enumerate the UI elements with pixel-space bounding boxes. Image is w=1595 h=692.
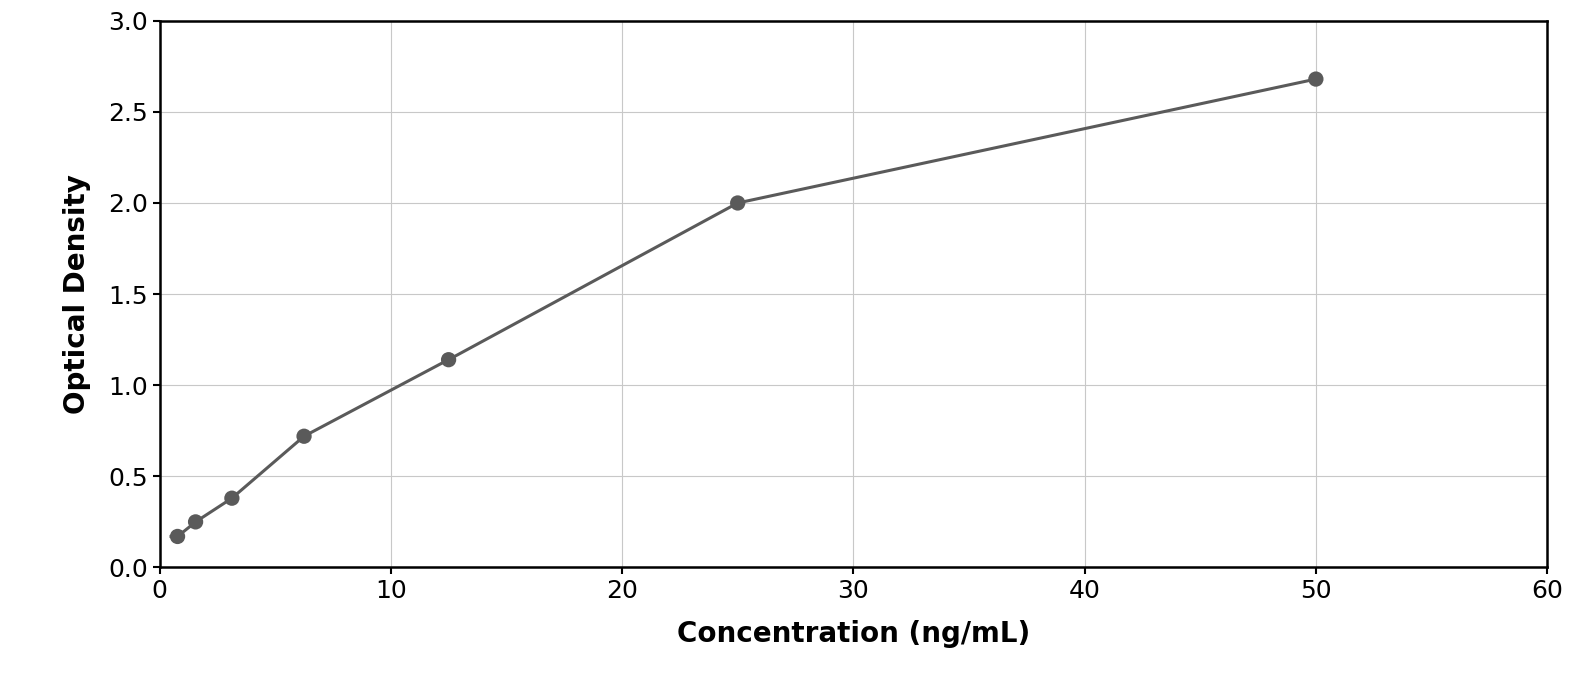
Point <box>292 430 317 441</box>
Point <box>219 493 244 504</box>
Y-axis label: Optical Density: Optical Density <box>64 174 91 414</box>
Point <box>183 516 209 527</box>
Point <box>435 354 461 365</box>
X-axis label: Concentration (ng/mL): Concentration (ng/mL) <box>676 620 1030 648</box>
Point <box>1303 73 1329 84</box>
Point <box>164 531 190 542</box>
Point <box>724 197 751 208</box>
